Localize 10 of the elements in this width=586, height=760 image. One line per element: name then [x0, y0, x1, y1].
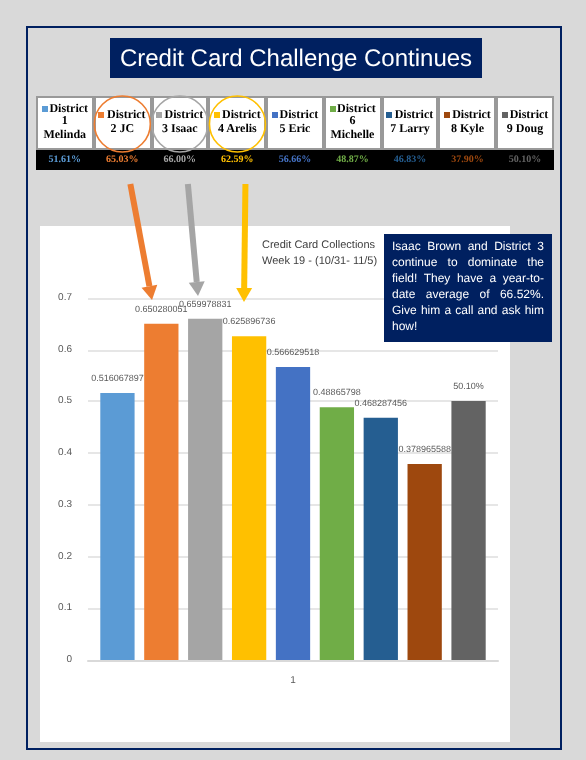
bar	[188, 318, 223, 660]
bar	[144, 323, 179, 660]
bar	[319, 407, 355, 660]
bar	[231, 336, 267, 660]
bar	[275, 366, 311, 660]
bar	[363, 417, 398, 660]
bar	[407, 464, 442, 660]
text: Credit Card Challenge Continues	[110, 38, 482, 78]
bar	[451, 400, 486, 660]
bar	[100, 393, 135, 660]
